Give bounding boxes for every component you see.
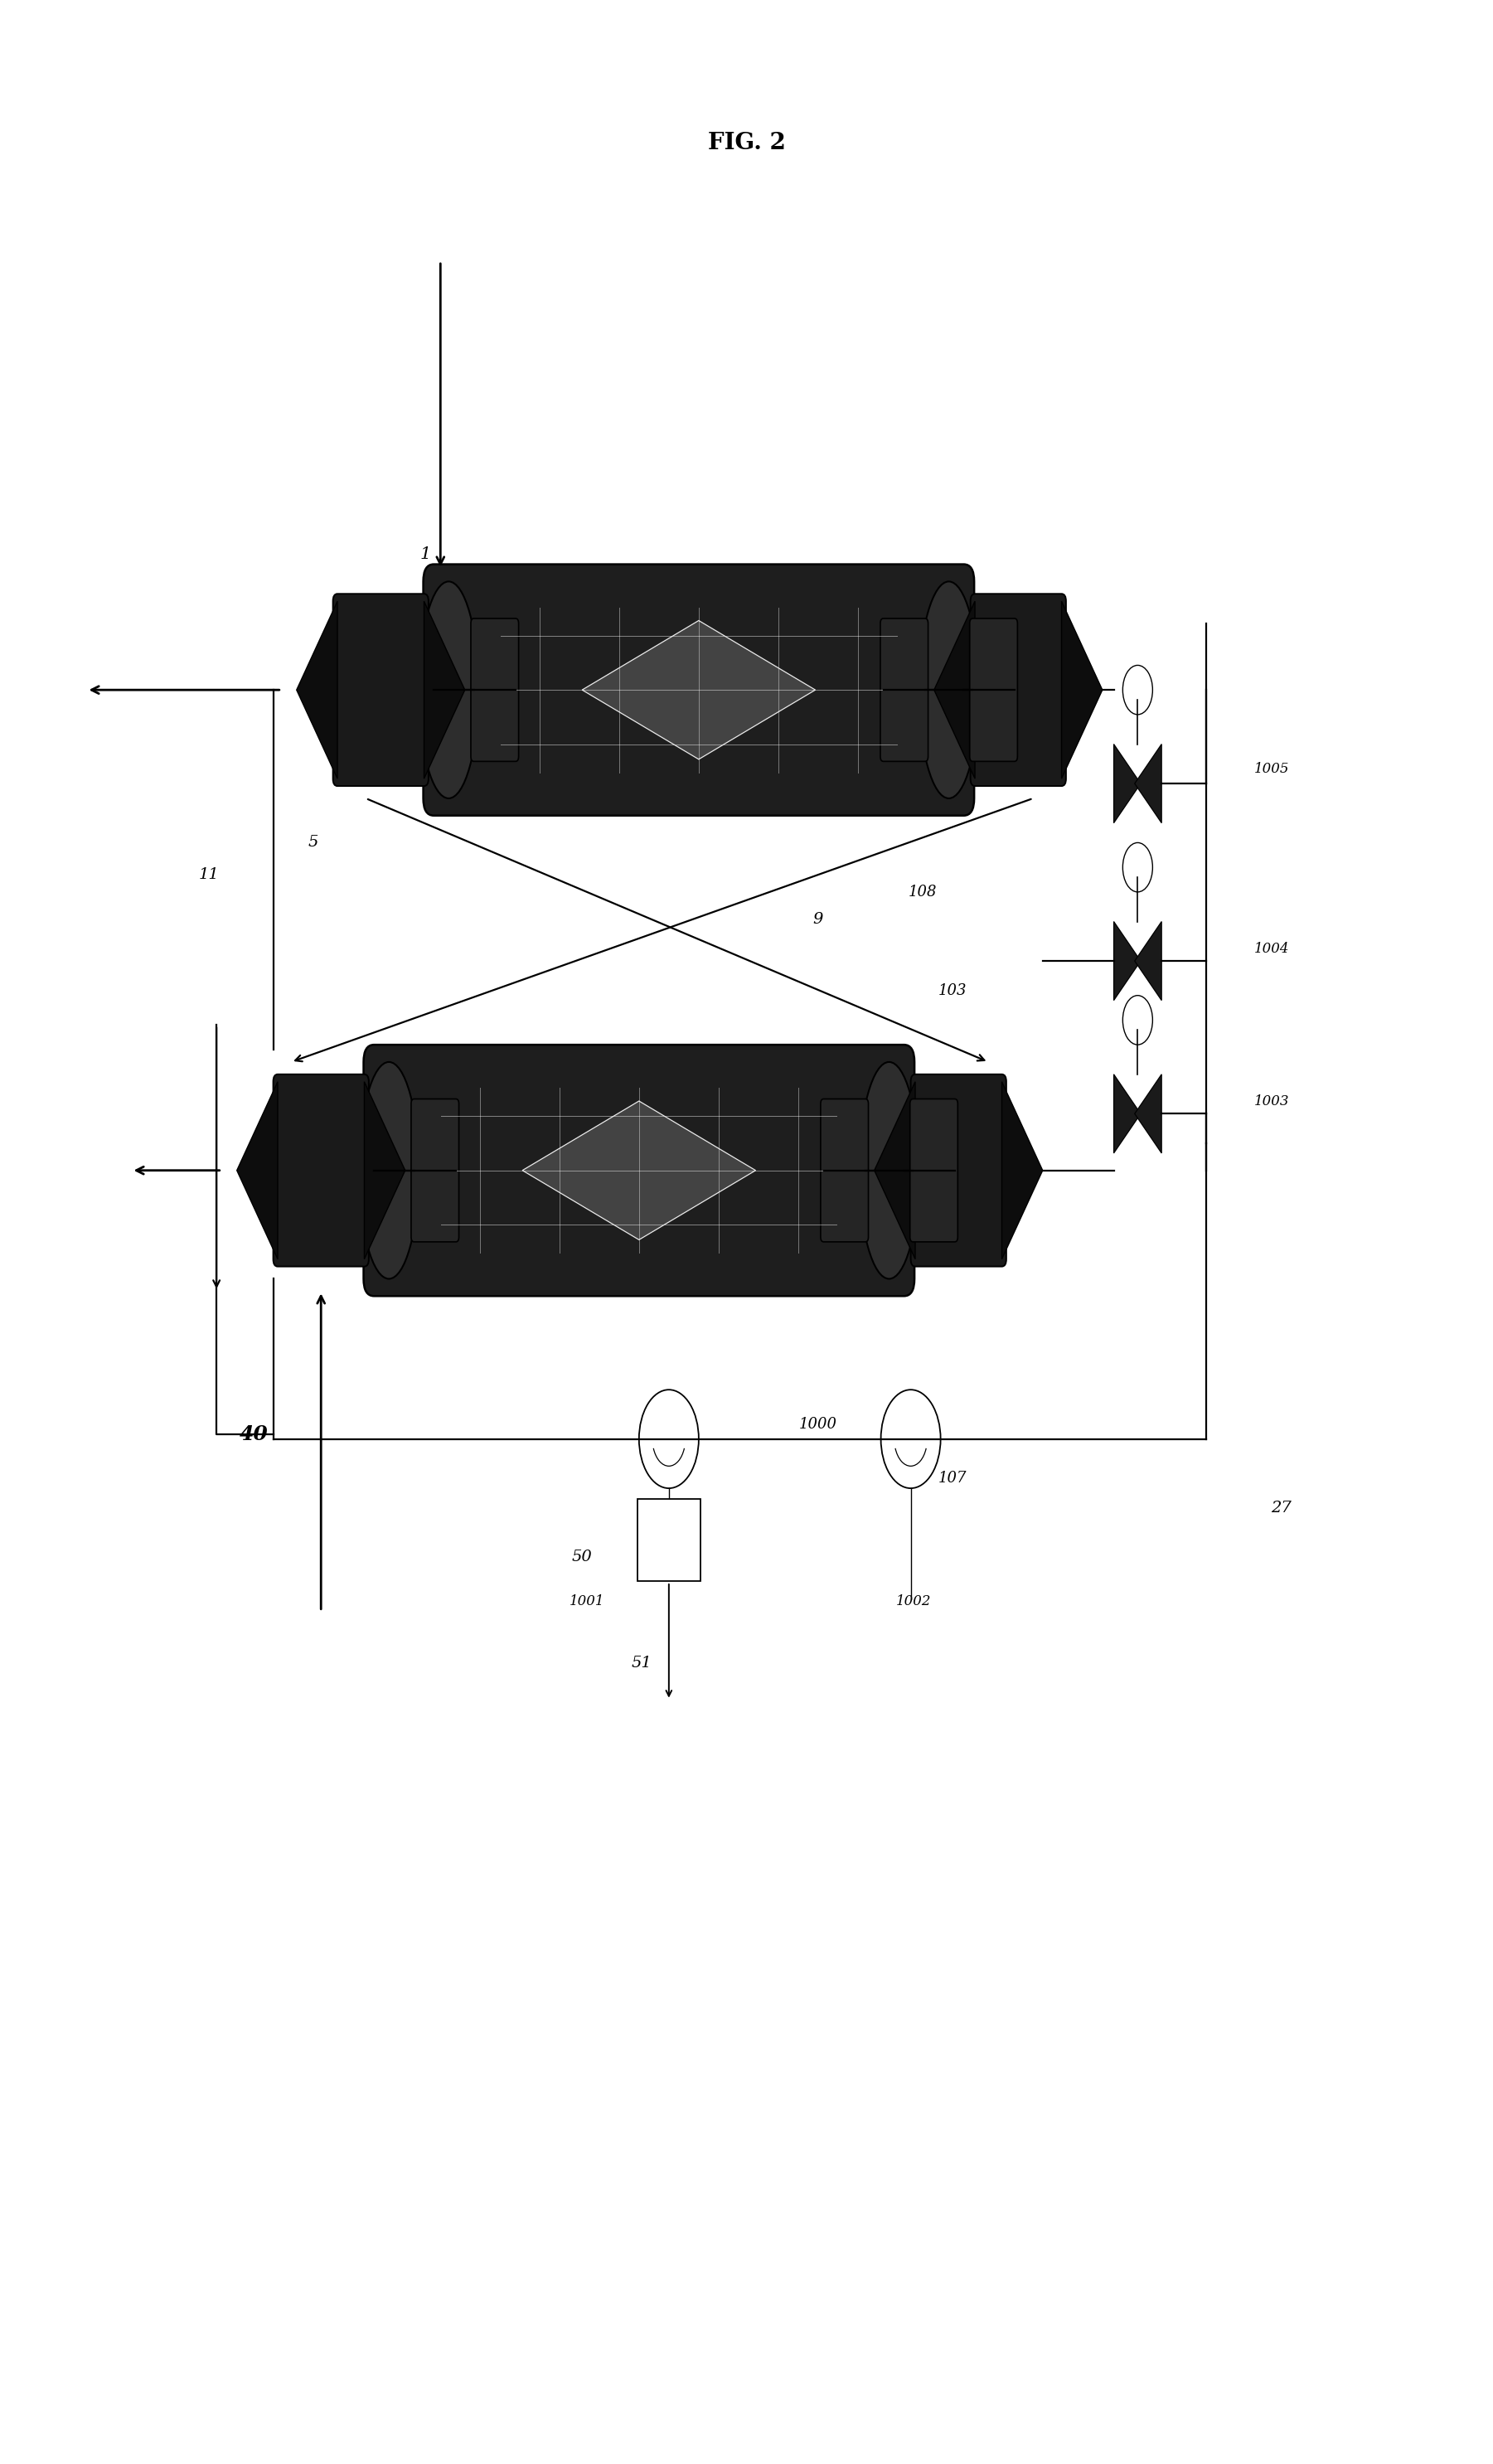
Text: 9: 9	[814, 912, 823, 926]
Polygon shape	[1114, 1074, 1141, 1153]
Text: 1000: 1000	[799, 1417, 838, 1432]
Text: 11: 11	[199, 867, 219, 882]
Polygon shape	[424, 601, 464, 779]
Text: 1001: 1001	[569, 1594, 605, 1609]
Circle shape	[639, 1390, 699, 1488]
Text: 107: 107	[938, 1471, 967, 1486]
FancyBboxPatch shape	[909, 1099, 959, 1242]
Circle shape	[1123, 843, 1153, 892]
FancyBboxPatch shape	[969, 618, 1017, 761]
Text: 103: 103	[938, 983, 967, 998]
Polygon shape	[875, 1082, 915, 1259]
Polygon shape	[1135, 922, 1162, 1000]
Ellipse shape	[418, 582, 478, 798]
Polygon shape	[297, 601, 337, 779]
Text: 51: 51	[632, 1656, 652, 1671]
FancyBboxPatch shape	[273, 1074, 369, 1266]
Polygon shape	[1135, 744, 1162, 823]
Text: 1002: 1002	[896, 1594, 932, 1609]
Polygon shape	[1062, 601, 1102, 779]
Text: FIG. 2: FIG. 2	[708, 131, 785, 155]
Text: 1005: 1005	[1254, 761, 1290, 776]
Polygon shape	[1135, 1074, 1162, 1153]
FancyBboxPatch shape	[411, 1099, 458, 1242]
Polygon shape	[364, 1082, 405, 1259]
Text: 1004: 1004	[1254, 941, 1290, 956]
Text: 50: 50	[572, 1550, 593, 1565]
Circle shape	[1123, 665, 1153, 715]
Circle shape	[1123, 995, 1153, 1045]
Polygon shape	[1114, 922, 1141, 1000]
Text: 27: 27	[1271, 1501, 1291, 1515]
Polygon shape	[237, 1082, 278, 1259]
Ellipse shape	[858, 1062, 918, 1279]
FancyBboxPatch shape	[363, 1045, 914, 1296]
Text: 108: 108	[908, 885, 938, 899]
FancyBboxPatch shape	[821, 1099, 869, 1242]
Bar	[638, 1498, 700, 1582]
FancyBboxPatch shape	[333, 594, 428, 786]
Polygon shape	[582, 621, 815, 759]
FancyBboxPatch shape	[970, 594, 1066, 786]
Polygon shape	[935, 601, 975, 779]
Text: 1: 1	[420, 547, 431, 562]
FancyBboxPatch shape	[424, 564, 973, 816]
FancyBboxPatch shape	[881, 618, 929, 761]
Text: 5: 5	[309, 835, 318, 850]
Text: 40: 40	[239, 1424, 269, 1444]
Polygon shape	[1114, 744, 1141, 823]
FancyBboxPatch shape	[470, 618, 518, 761]
Circle shape	[881, 1390, 941, 1488]
FancyBboxPatch shape	[911, 1074, 1006, 1266]
Text: 1003: 1003	[1254, 1094, 1290, 1109]
Ellipse shape	[918, 582, 978, 798]
Polygon shape	[1002, 1082, 1042, 1259]
Polygon shape	[523, 1101, 755, 1239]
Ellipse shape	[358, 1062, 418, 1279]
